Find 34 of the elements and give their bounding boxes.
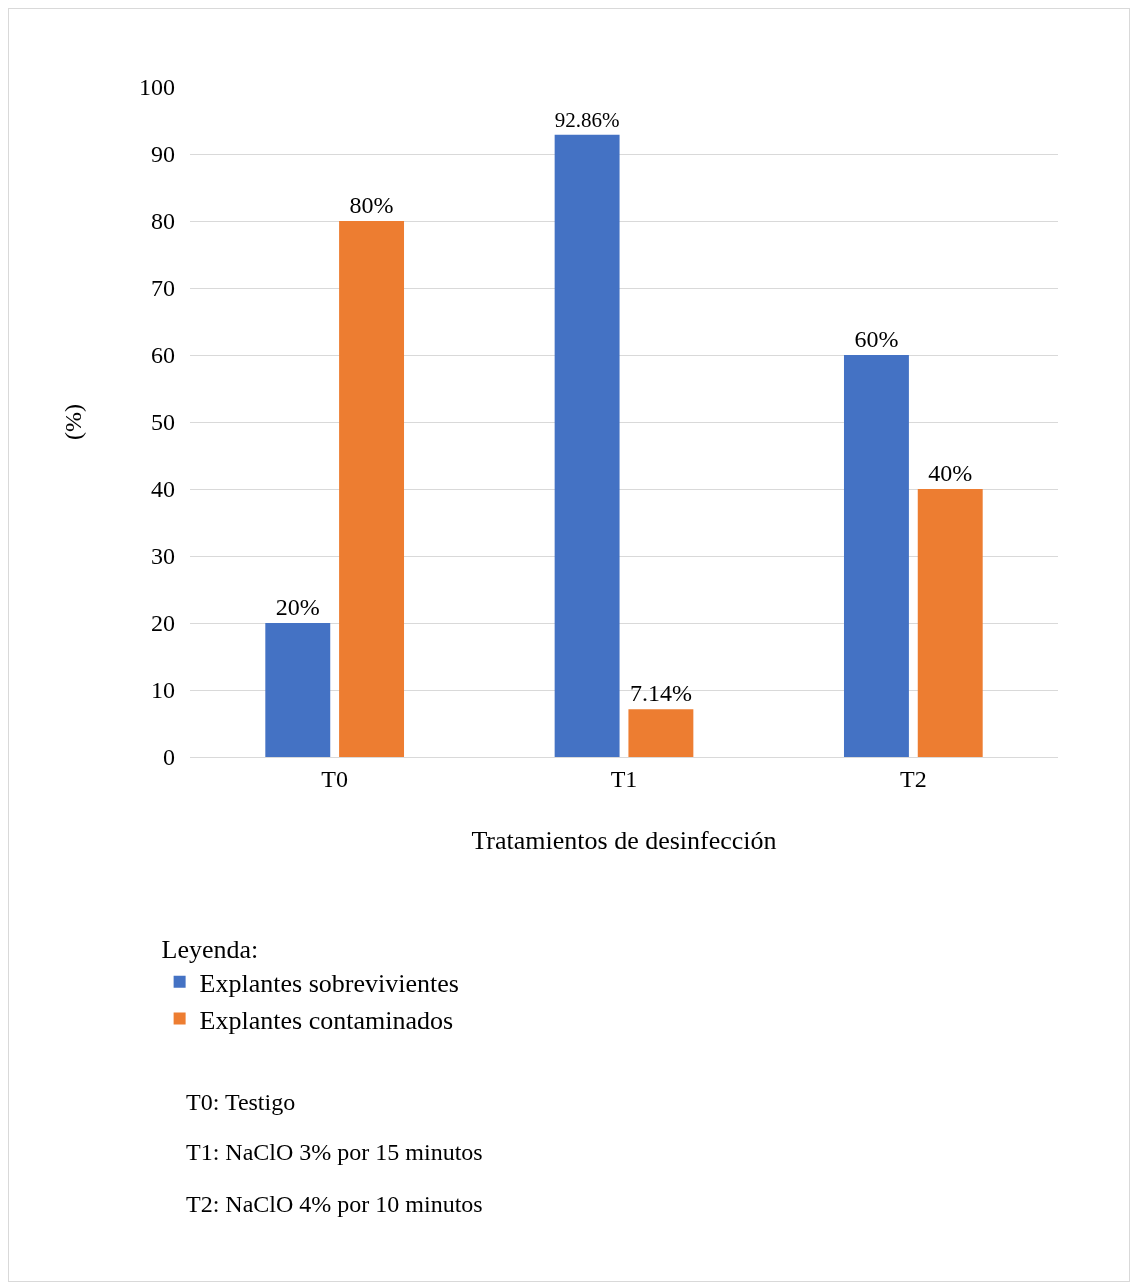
data-label: 60% xyxy=(854,326,899,352)
x-tick-label: T0 xyxy=(321,765,349,792)
bar xyxy=(554,134,620,757)
x-tick-label: T1 xyxy=(610,765,638,792)
y-tick-label: 30 xyxy=(151,543,175,570)
y-tick-label: 10 xyxy=(151,677,175,704)
y-tick-label: 40 xyxy=(151,476,175,503)
legend-label: Explantes contaminados xyxy=(199,1005,454,1035)
y-tick-label: 0 xyxy=(163,744,175,771)
data-label: 92.86% xyxy=(554,108,620,133)
y-tick-label: 80 xyxy=(151,208,175,235)
bar xyxy=(917,489,983,757)
data-label: 7.14% xyxy=(629,680,692,707)
y-tick-label: 90 xyxy=(151,141,175,168)
y-tick-label: 50 xyxy=(151,409,175,436)
y-tick-label: 70 xyxy=(151,275,175,302)
text: T2: NaClO 4% por 10 minutos xyxy=(186,1191,483,1217)
x-tick-label: T2 xyxy=(899,765,927,792)
bar xyxy=(339,221,405,757)
text: T0: Testigo xyxy=(186,1089,296,1115)
legend-label: Explantes sobrevivientes xyxy=(199,968,459,998)
y-tick-label: 20 xyxy=(151,610,175,637)
data-label: 80% xyxy=(349,192,394,218)
y-tick-label: 100 xyxy=(139,74,175,101)
bar xyxy=(628,709,694,757)
data-label: 40% xyxy=(928,460,973,486)
y-axis-title: (%) xyxy=(60,404,87,440)
x-axis-title: Tratamientos de desinfección xyxy=(471,826,777,856)
bar xyxy=(843,355,909,757)
data-label: 20% xyxy=(275,594,320,620)
legend-title: Leyenda: xyxy=(161,935,259,965)
text: T1: NaClO 3% por 15 minutos xyxy=(186,1139,483,1165)
y-tick-label: 60 xyxy=(151,342,175,369)
bar xyxy=(265,623,331,757)
